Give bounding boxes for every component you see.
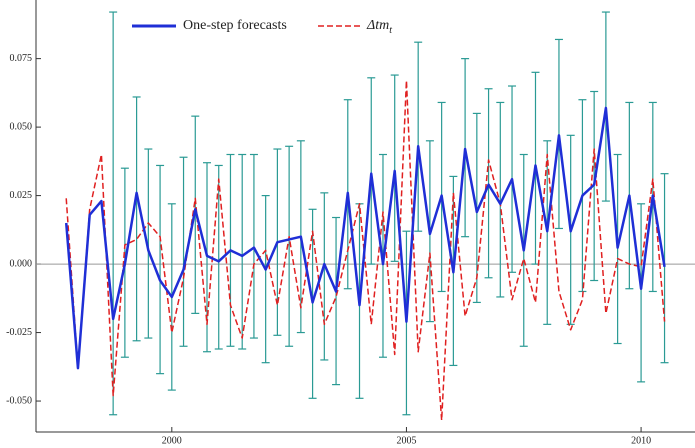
y-tick-label: 0.050 — [10, 121, 33, 132]
legend-label-main: Δtm — [366, 18, 389, 33]
actual-line — [65, 79, 666, 421]
y-tick-label: -0.050 — [6, 395, 32, 406]
y-tick-label: 0.025 — [10, 190, 33, 201]
y-tick-label: 0.000 — [10, 258, 33, 269]
y-tick-label: 0.075 — [10, 53, 33, 64]
legend-label: Δtmt — [366, 18, 392, 36]
legend-label: One-step forecasts — [183, 18, 287, 33]
x-tick-label: 2000 — [162, 435, 182, 446]
y-tick-label: -0.025 — [6, 327, 32, 338]
x-tick-label: 2005 — [396, 435, 416, 446]
legend-label-subscript: t — [389, 25, 392, 36]
legend: One-step forecasts Δtmt — [132, 18, 392, 36]
forecast-line — [64, 106, 666, 370]
x-tick-label: 2010 — [631, 435, 651, 446]
